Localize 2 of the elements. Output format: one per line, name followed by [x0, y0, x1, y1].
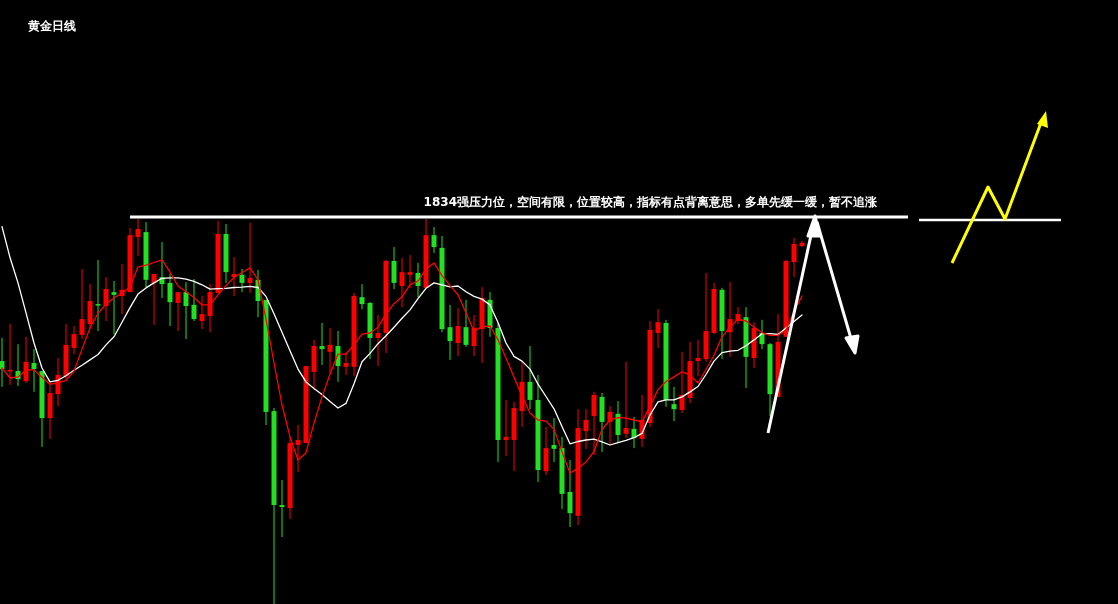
- chart-title: 黄金日线: [27, 19, 76, 33]
- ref-line-label: 1834强压力位，空间有限，位置较高，指标有点背离意思，多单先缓一缓，暂不追涨: [423, 195, 878, 210]
